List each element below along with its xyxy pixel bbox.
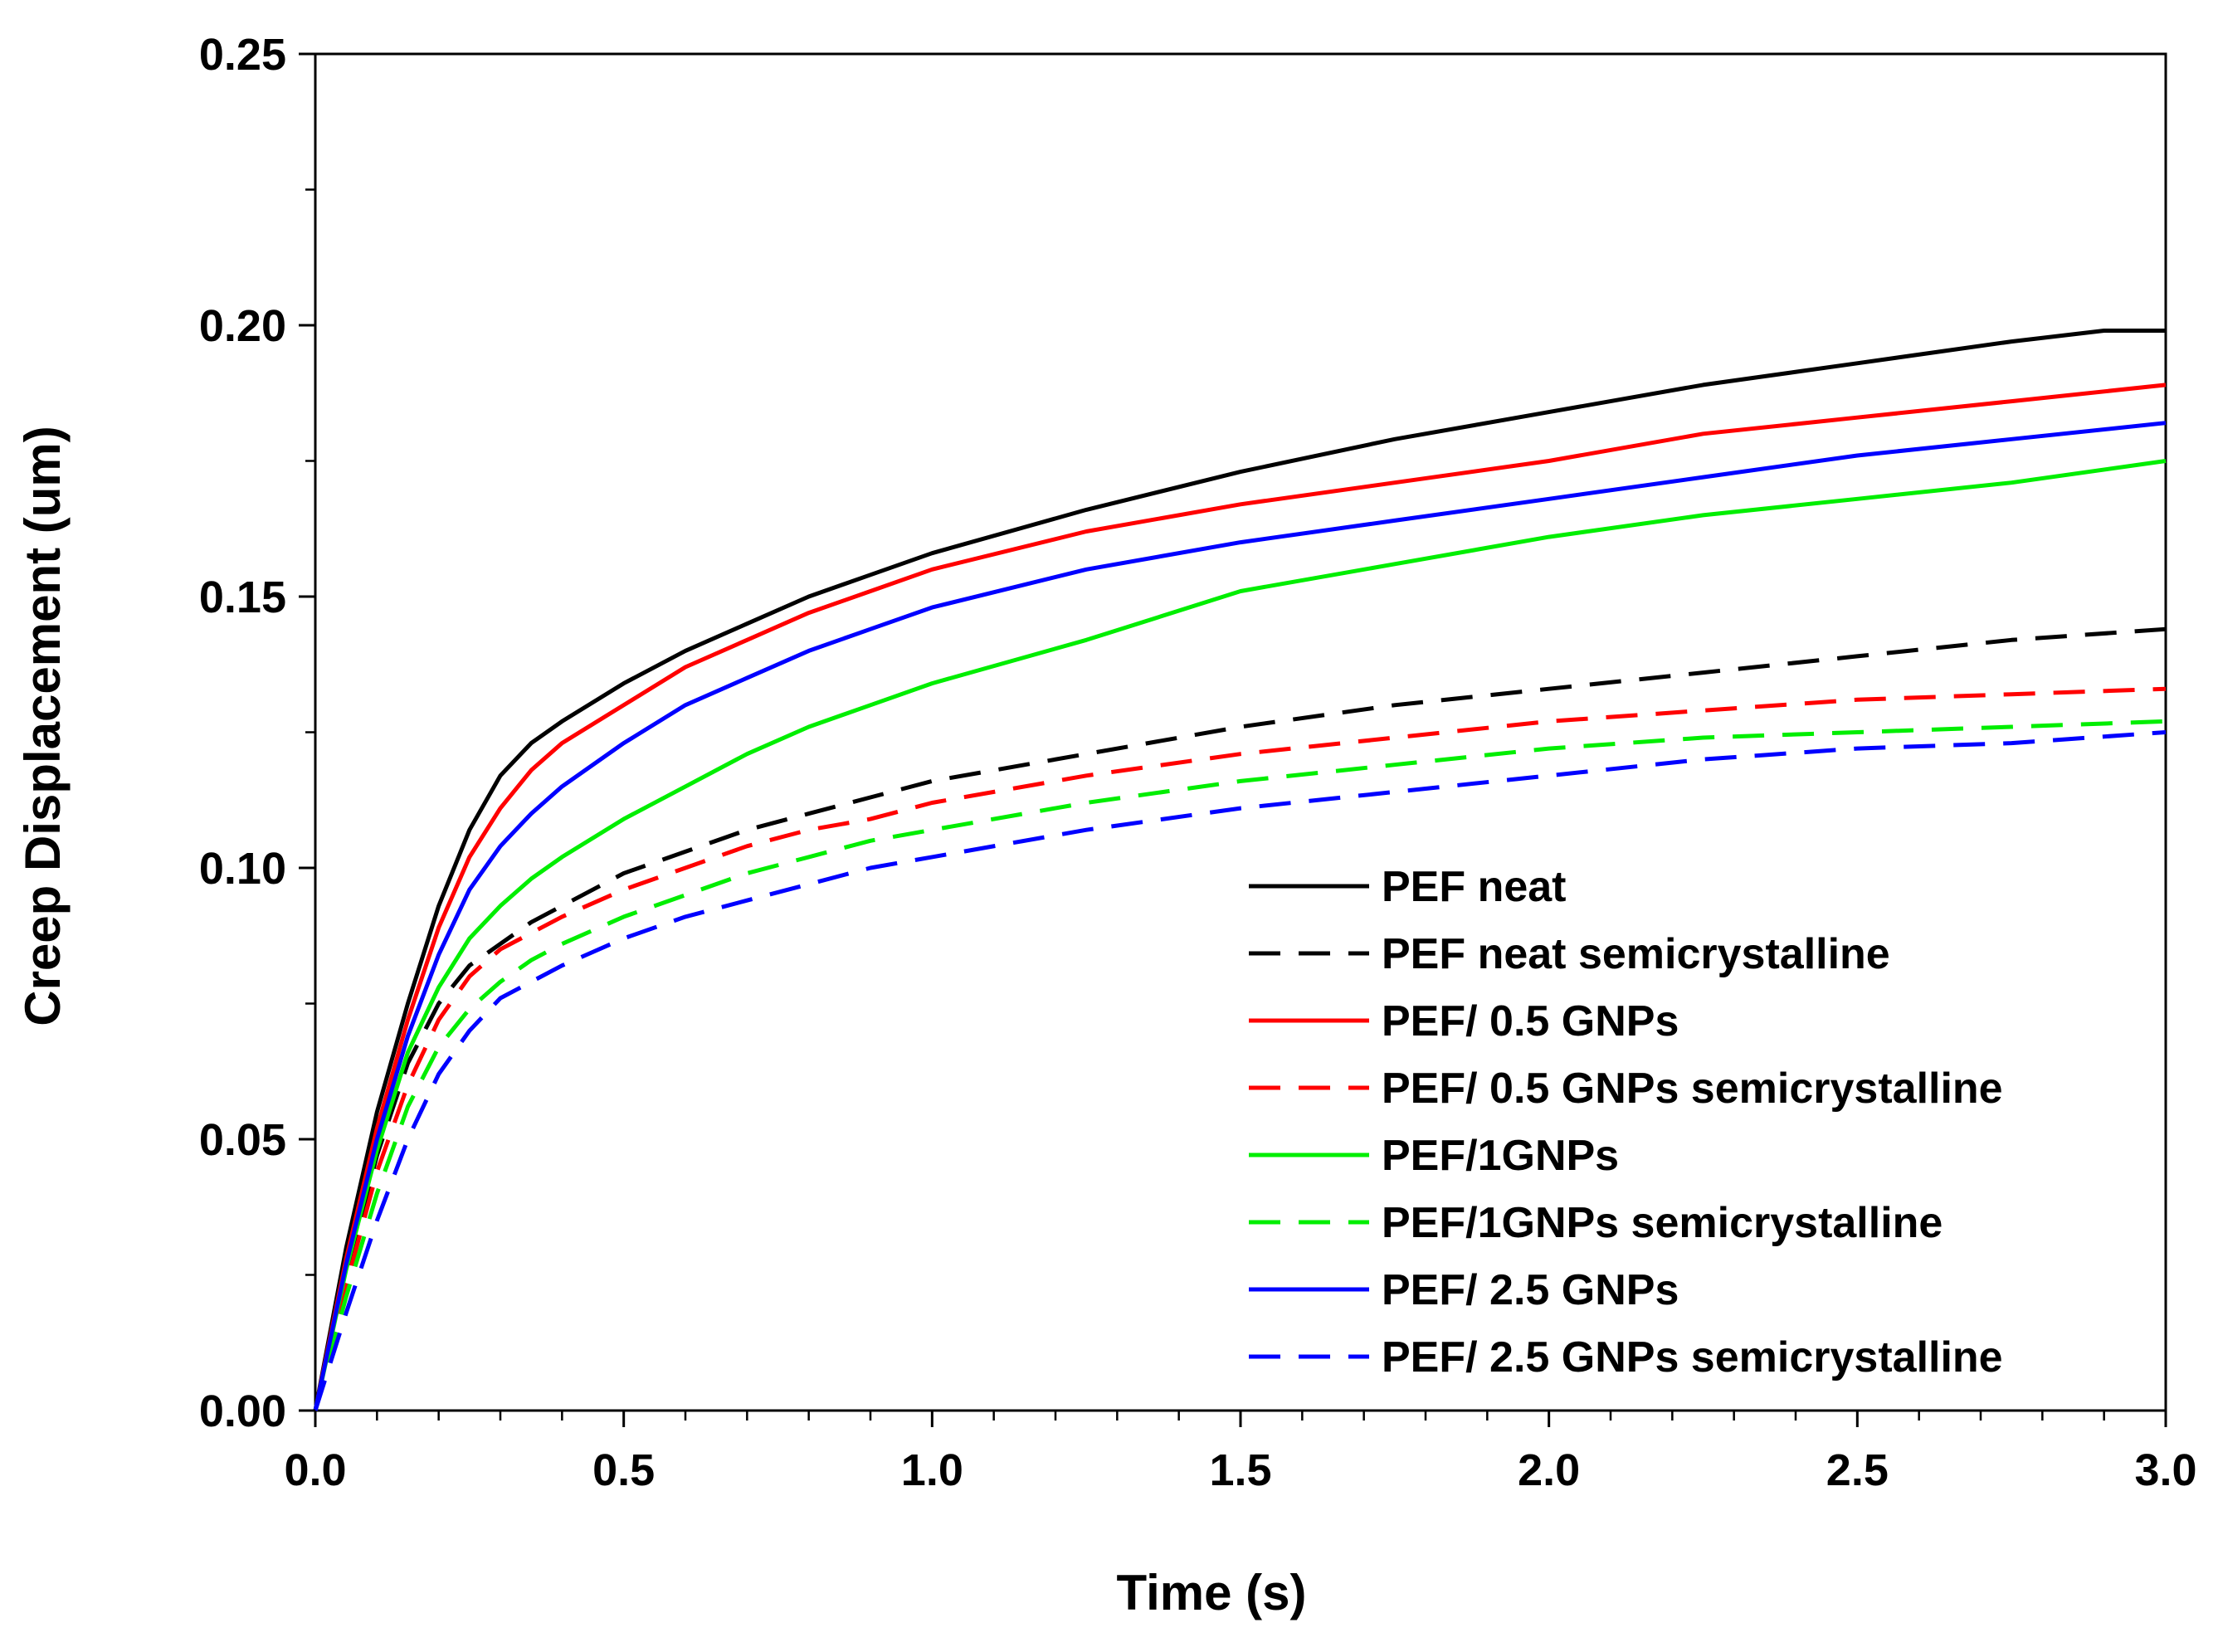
legend-label: PEF/1GNPs semicrystalline — [1382, 1199, 1943, 1247]
x-tick-label: 2.5 — [1826, 1445, 1889, 1495]
x-tick-label: 3.0 — [2134, 1445, 2196, 1495]
x-axis-title: Time (s) — [1117, 1565, 1307, 1620]
series-line — [313, 383, 2167, 1411]
series-line — [313, 626, 2167, 1411]
x-tick-label: 2.0 — [1518, 1445, 1580, 1495]
y-tick-label: 0.15 — [199, 573, 286, 622]
x-tick-label: 0.0 — [284, 1445, 346, 1495]
y-tick-label: 0.25 — [199, 30, 286, 80]
x-tick-label: 1.0 — [901, 1445, 963, 1495]
series-line — [313, 329, 2166, 1411]
legend-label: PEF neat semicrystalline — [1382, 930, 1890, 978]
series-line — [313, 719, 2167, 1411]
y-tick-label: 0.05 — [199, 1115, 286, 1165]
legend-label: PEF/ 0.5 GNPs semicrystalline — [1382, 1065, 2003, 1113]
series-line — [313, 686, 2167, 1411]
y-tick-label: 0.20 — [199, 301, 286, 351]
y-tick-label: 0.10 — [199, 844, 286, 894]
series-line — [313, 421, 2167, 1411]
ticks-layer: 0.0 0.5 1.0 1.5 2.0 2.5 3.0 0.00 0.05 0.10 0.15 0.2… — [199, 30, 2197, 1495]
legend-label: PEF/ 0.5 GNPs — [1382, 997, 1679, 1045]
legend-label: PEF neat — [1382, 863, 1567, 911]
legend-label: PEF/ 2.5 GNPs semicrystalline — [1382, 1333, 2003, 1382]
series-line — [313, 459, 2167, 1411]
series-layer — [313, 329, 2167, 1411]
y-axis-title: Creep Displacement (um) — [15, 426, 71, 1026]
x-tick-label: 1.5 — [1209, 1445, 1271, 1495]
series-line — [313, 730, 2167, 1411]
y-tick-label: 0.00 — [199, 1386, 286, 1436]
legend: PEF neat PEF neat semicrystalline PEF/ 0.5… — [1249, 863, 2003, 1382]
legend-label: PEF/1GNPs — [1382, 1132, 1619, 1180]
x-tick-label: 0.5 — [592, 1445, 655, 1495]
legend-label: PEF/ 2.5 GNPs — [1382, 1266, 1679, 1314]
